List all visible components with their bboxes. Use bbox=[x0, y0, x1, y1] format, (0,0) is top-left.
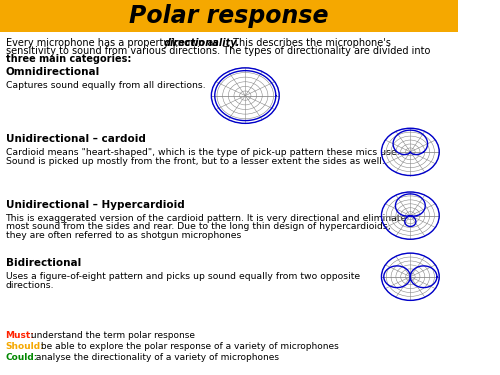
Text: Should:: Should: bbox=[6, 342, 44, 351]
Text: Unidirectional – cardoid: Unidirectional – cardoid bbox=[6, 134, 145, 144]
Text: analyse the directionality of a variety of microphones: analyse the directionality of a variety … bbox=[33, 353, 279, 362]
Text: understand the term polar response: understand the term polar response bbox=[28, 331, 196, 340]
Text: Uses a figure-of-eight pattern and picks up sound equally from two opposite: Uses a figure-of-eight pattern and picks… bbox=[6, 272, 360, 281]
Text: This describes the microphone's: This describes the microphone's bbox=[230, 38, 391, 48]
Text: Bidirectional: Bidirectional bbox=[6, 258, 81, 268]
Text: be able to explore the polar response of a variety of microphones: be able to explore the polar response of… bbox=[38, 342, 339, 351]
Text: Polar response: Polar response bbox=[130, 4, 329, 28]
Text: Omnidirectional: Omnidirectional bbox=[6, 67, 100, 77]
Text: Unidirectional – Hypercardioid: Unidirectional – Hypercardioid bbox=[6, 200, 184, 210]
Text: Cardioid means "heart-shaped", which is the type of pick-up pattern these mics u: Cardioid means "heart-shaped", which is … bbox=[6, 148, 399, 157]
Text: Must:: Must: bbox=[6, 331, 34, 340]
Text: Could:: Could: bbox=[6, 353, 38, 362]
Text: Every microphone has a property known as: Every microphone has a property known as bbox=[6, 38, 221, 48]
Text: Sound is picked up mostly from the front, but to a lesser extent the sides as we: Sound is picked up mostly from the front… bbox=[6, 157, 384, 166]
Text: directions.: directions. bbox=[6, 280, 54, 290]
Text: three main categories:: three main categories: bbox=[6, 54, 131, 64]
Text: This is exaggerated version of the cardioid pattern. It is very directional and : This is exaggerated version of the cardi… bbox=[6, 214, 406, 223]
Text: Captures sound equally from all directions.: Captures sound equally from all directio… bbox=[6, 81, 205, 90]
FancyBboxPatch shape bbox=[0, 0, 458, 32]
Text: sensitivity to sound from various directions. The types of directionality are di: sensitivity to sound from various direct… bbox=[6, 46, 430, 56]
Text: most sound from the sides and rear. Due to the long thin design of hypercardioid: most sound from the sides and rear. Due … bbox=[6, 222, 390, 231]
Text: directionality.: directionality. bbox=[163, 38, 240, 48]
Text: they are often referred to as shotgun microphones: they are often referred to as shotgun mi… bbox=[6, 231, 241, 240]
